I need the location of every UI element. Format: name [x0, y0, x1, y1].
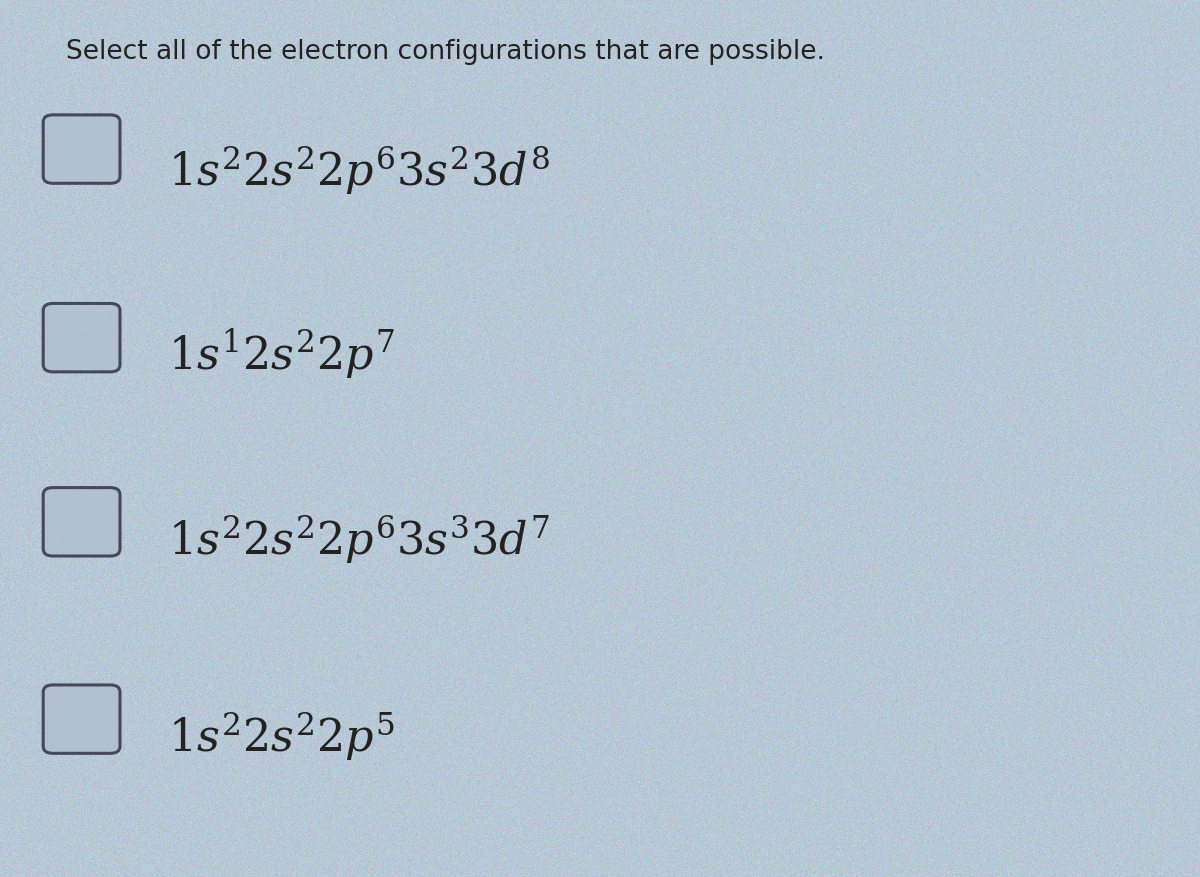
- Text: $1s^{2}2s^{2}2p^{5}$: $1s^{2}2s^{2}2p^{5}$: [168, 710, 395, 763]
- Text: Select all of the electron configurations that are possible.: Select all of the electron configuration…: [66, 39, 826, 66]
- FancyBboxPatch shape: [43, 115, 120, 183]
- FancyBboxPatch shape: [43, 685, 120, 753]
- Text: $1s^{2}2s^{2}2p^{6}3s^{3}3d^{7}$: $1s^{2}2s^{2}2p^{6}3s^{3}3d^{7}$: [168, 513, 550, 566]
- FancyBboxPatch shape: [43, 303, 120, 372]
- FancyBboxPatch shape: [43, 488, 120, 556]
- Text: $1s^{2}2s^{2}2p^{6}3s^{2}3d^{8}$: $1s^{2}2s^{2}2p^{6}3s^{2}3d^{8}$: [168, 145, 551, 197]
- Text: $1s^{1}2s^{2}2p^{7}$: $1s^{1}2s^{2}2p^{7}$: [168, 328, 395, 381]
